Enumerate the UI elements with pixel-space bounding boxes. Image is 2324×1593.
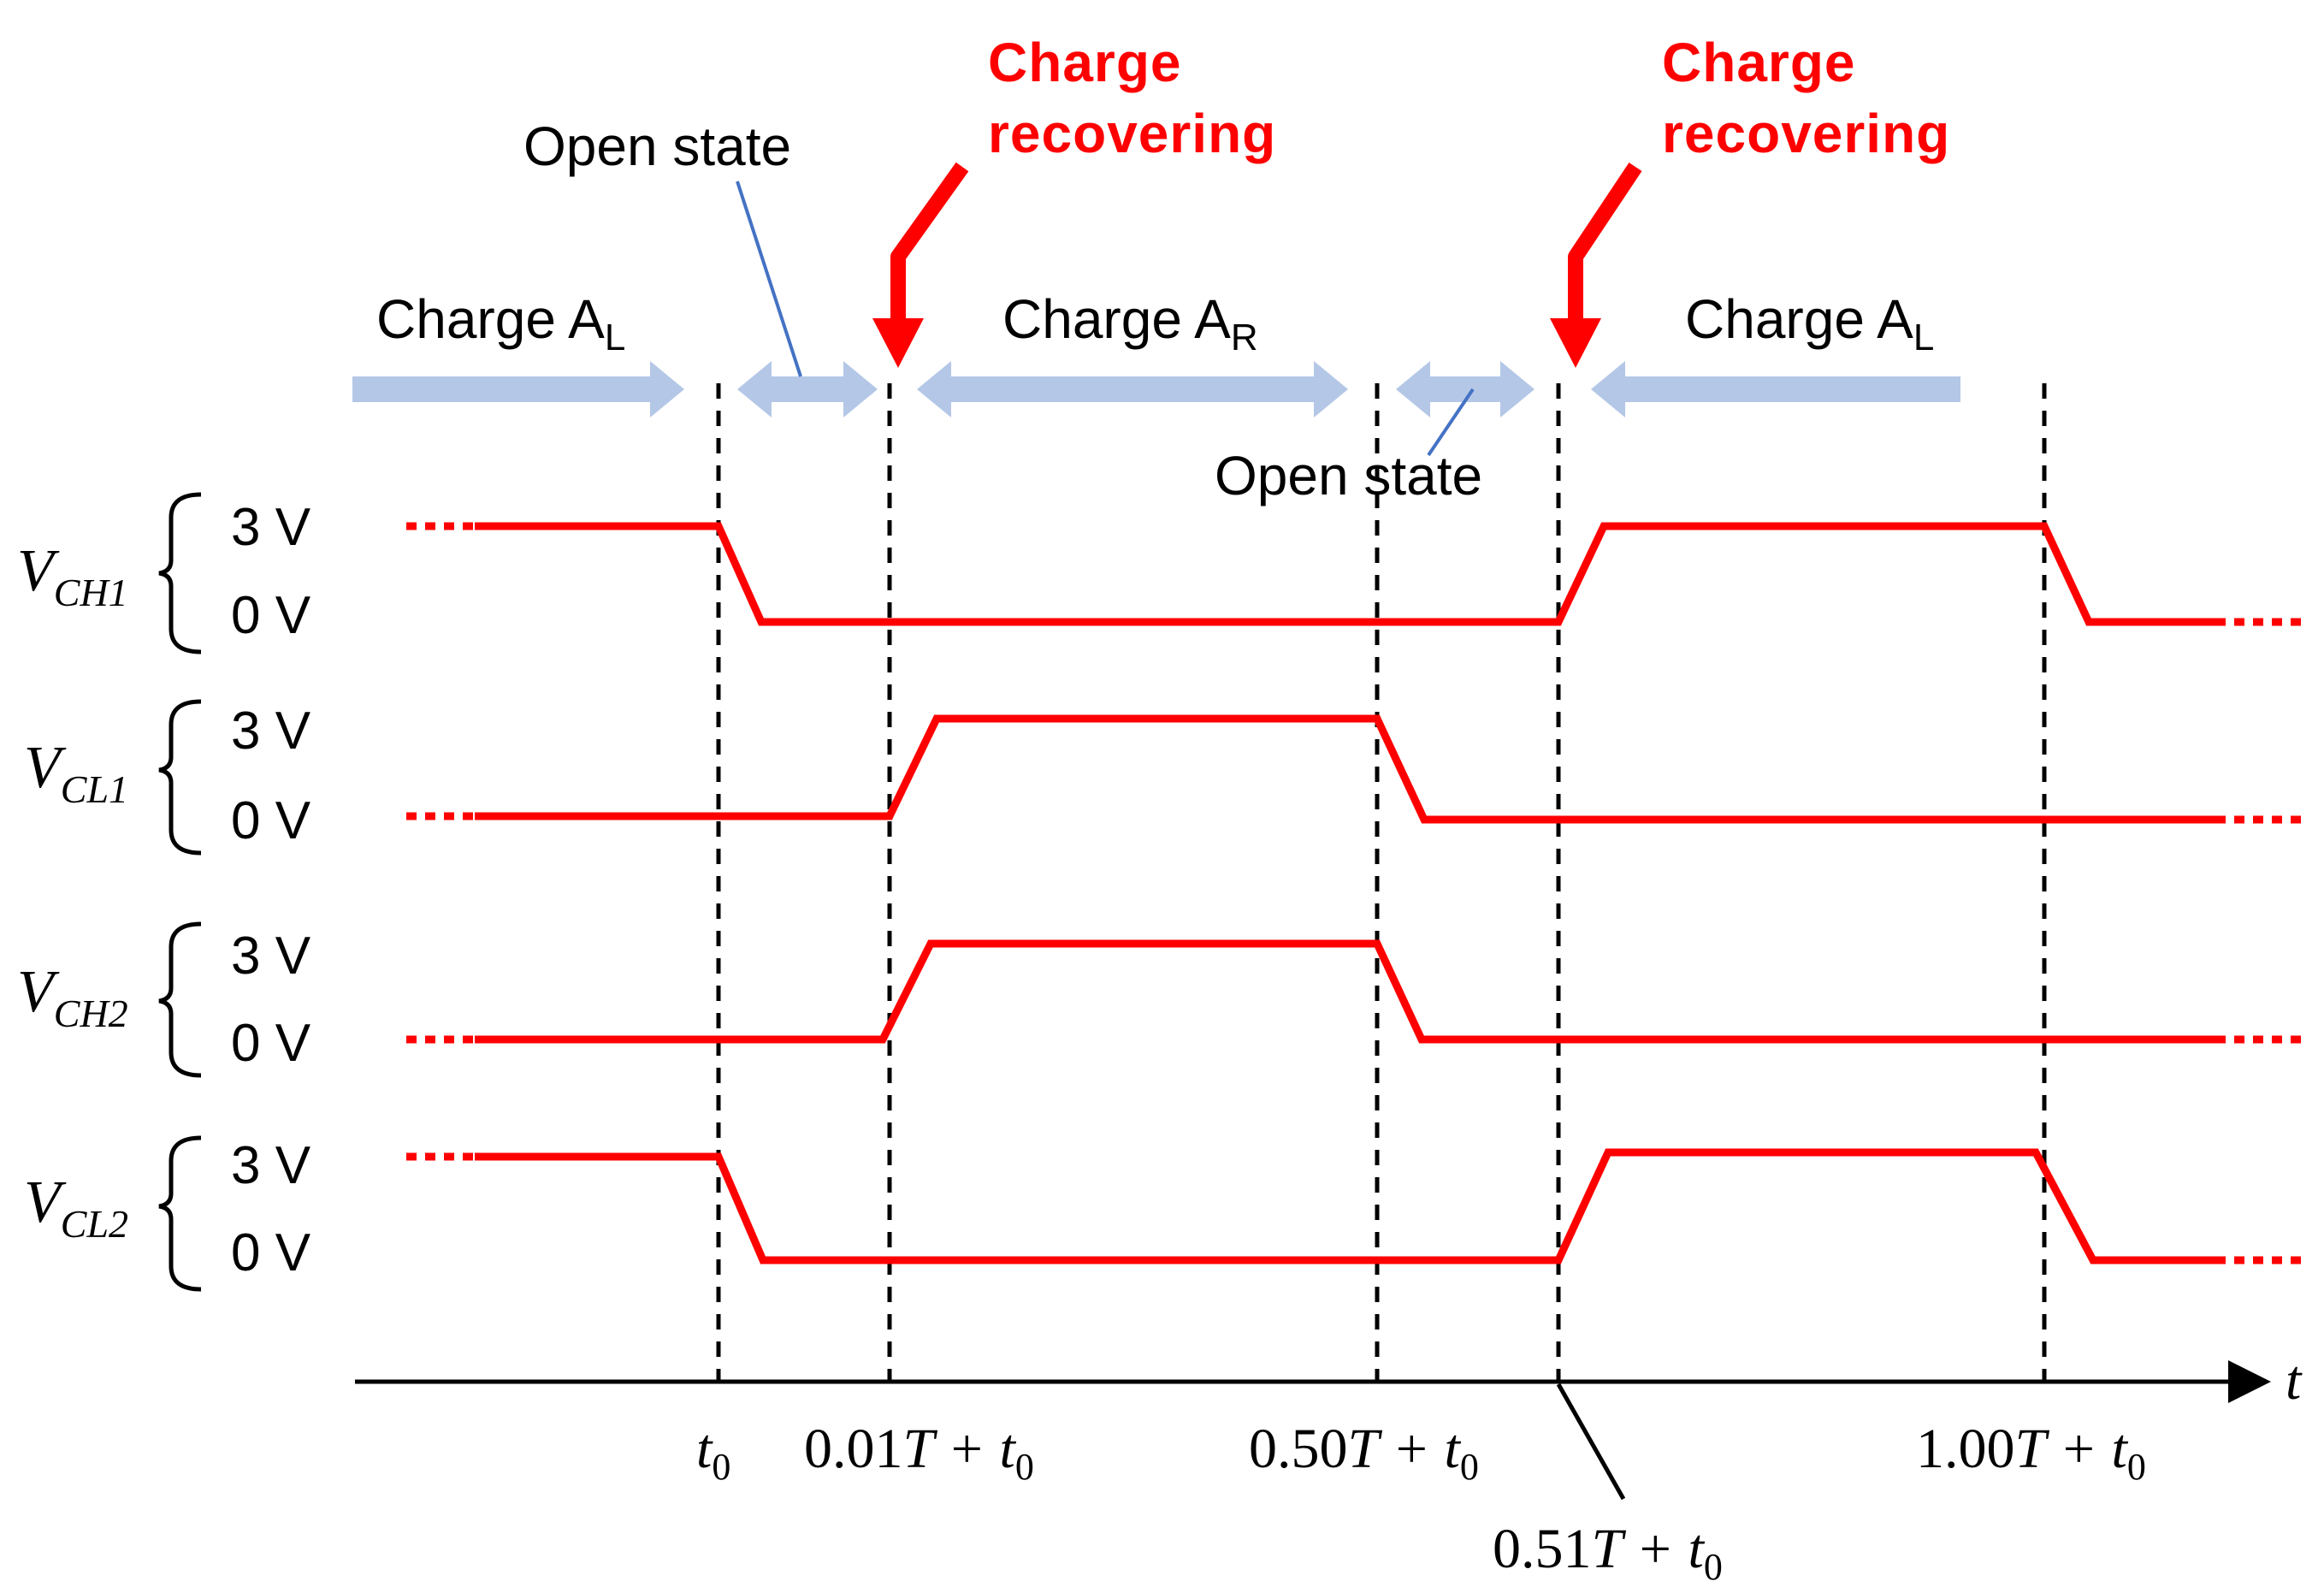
- brace-vch2: [158, 921, 202, 1078]
- arrow-open-state-left: [737, 361, 878, 417]
- wave-vch1: [475, 522, 2215, 626]
- arrow-charge-ar: [917, 361, 1348, 417]
- waveforms: [406, 522, 2301, 1264]
- wave-vcl2: [475, 1148, 2215, 1264]
- tick-0.01T: 0.01T + t0: [804, 1418, 1034, 1488]
- phase-arrows: [352, 361, 1960, 417]
- level-vch2-high: 3 V: [231, 927, 311, 986]
- brace-vch1: [158, 492, 202, 654]
- red-arrow-left: [872, 162, 969, 368]
- arrow-charge-al-left: [352, 361, 684, 417]
- brace-vcl2: [158, 1135, 202, 1292]
- label-charge-al-right: Charge AL: [1685, 288, 1934, 358]
- leader-open-state-top: [736, 181, 802, 377]
- time-axis: t: [355, 1349, 2303, 1412]
- tick-1.00T: 1.00T + t0: [1916, 1418, 2146, 1488]
- time-markers: [716, 383, 2047, 1382]
- label-charge-recovering-right: Charge: [1662, 32, 1856, 93]
- label-charge-ar: Charge AR: [1002, 288, 1258, 358]
- signal-name-vcl1: VCL1: [24, 735, 128, 811]
- label-charge-recovering-left-2: recovering: [988, 103, 1276, 164]
- level-vch1-high: 3 V: [231, 498, 311, 557]
- leader-0.51T: [1556, 1383, 1626, 1501]
- level-vch2-low: 0 V: [231, 1014, 311, 1073]
- wave-vcl1: [475, 714, 2215, 824]
- level-vch1-low: 0 V: [231, 586, 311, 645]
- label-charge-recovering-left: Charge: [988, 32, 1182, 93]
- leader-open-state-bottom: [1427, 388, 1475, 457]
- tick-t0: t0: [696, 1418, 730, 1488]
- signal-name-vcl2: VCL2: [24, 1170, 128, 1246]
- label-open-state-top: Open state: [523, 115, 791, 177]
- level-vcl2-low: 0 V: [231, 1223, 311, 1282]
- braces: [158, 492, 202, 1292]
- level-labels: 3 V 0 V 3 V 0 V 3 V 0 V 3 V 0 V: [231, 498, 311, 1282]
- signal-name-vch2: VCH2: [17, 959, 128, 1035]
- tick-0.51T: 0.51T + t0: [1493, 1518, 1723, 1588]
- wave-vch2: [475, 939, 2215, 1044]
- red-arrow-right: [1550, 163, 1642, 368]
- level-vcl1-high: 3 V: [231, 702, 311, 761]
- label-open-state-bottom: Open state: [1215, 445, 1482, 506]
- arrow-open-state-right: [1396, 361, 1535, 417]
- label-charge-al-left: Charge AL: [376, 288, 625, 358]
- arrow-charge-al-right: [1591, 361, 1960, 417]
- tick-labels: t0 0.01T + t0 0.50T + t0 0.51T + t0 1.00…: [696, 1383, 2146, 1588]
- axis-label-t: t: [2286, 1349, 2303, 1412]
- level-vcl2-high: 3 V: [231, 1136, 311, 1195]
- axis-arrowhead: [2228, 1360, 2271, 1403]
- level-vcl1-low: 0 V: [231, 791, 311, 850]
- signal-name-vch1: VCH1: [17, 538, 128, 614]
- brace-vcl1: [158, 699, 202, 856]
- tick-0.50T: 0.50T + t0: [1249, 1418, 1479, 1488]
- label-charge-recovering-right-2: recovering: [1662, 103, 1950, 164]
